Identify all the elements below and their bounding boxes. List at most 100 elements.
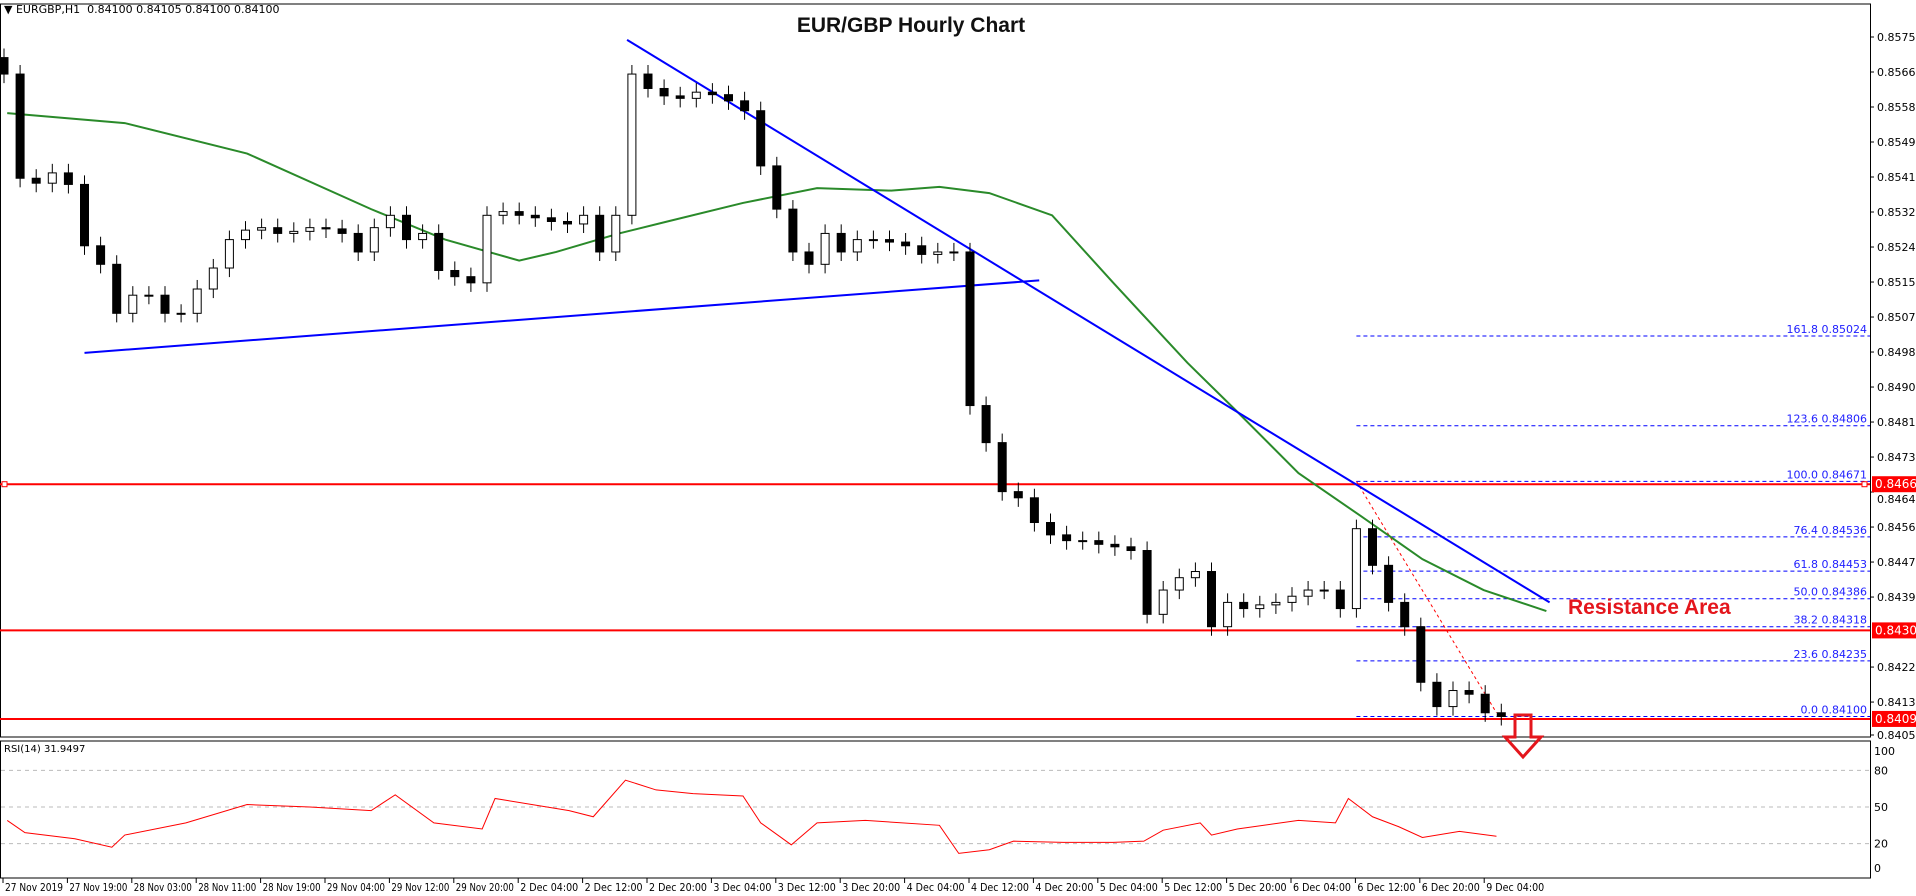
candle-body xyxy=(1190,571,1200,579)
candle-body xyxy=(1287,595,1297,603)
candle-body xyxy=(385,214,395,229)
rsi-tick-label: 0 xyxy=(1874,862,1881,875)
candle-body xyxy=(740,100,750,112)
candle-body xyxy=(1384,564,1394,603)
x-tick-label: 29 Nov 20:00 xyxy=(456,881,514,894)
candle-body xyxy=(15,73,25,179)
candle-body xyxy=(724,94,733,102)
x-tick-label: 2 Dec 04:00 xyxy=(520,881,578,894)
x-tick-label: 5 Dec 20:00 xyxy=(1229,881,1287,894)
x-tick-label: 28 Nov 19:00 xyxy=(263,881,321,894)
candle-body xyxy=(627,73,637,216)
fib-level-label: 161.8 0.85024 xyxy=(1787,323,1867,336)
candle-body xyxy=(176,312,186,315)
fib-level-label: 61.8 0.84453 xyxy=(1794,558,1867,571)
candle-body xyxy=(852,239,862,253)
x-tick-label: 6 Dec 20:00 xyxy=(1422,881,1480,894)
level-handle[interactable] xyxy=(1,481,8,488)
candle-body xyxy=(595,214,605,253)
candle-body xyxy=(241,229,250,241)
candle-body xyxy=(1303,589,1313,597)
x-tick-label: 3 Dec 04:00 xyxy=(713,881,771,894)
price-tag xyxy=(1872,622,1916,639)
candle-body xyxy=(0,57,9,75)
candle-body xyxy=(1126,546,1136,552)
moving-average-line xyxy=(7,112,1547,612)
candle-body xyxy=(144,294,154,297)
candle-body xyxy=(949,251,959,254)
candle-body xyxy=(482,214,492,284)
chart-header: ▼ EURGBP,H1 0.84100 0.84105 0.84100 0.84… xyxy=(4,3,280,16)
price-tag-label: 0.84094 xyxy=(1875,712,1916,726)
candle-body xyxy=(418,232,428,241)
resistance-area-label: Resistance Area xyxy=(1568,596,1731,619)
x-tick-label: 4 Dec 20:00 xyxy=(1035,881,1093,894)
support-trendline[interactable] xyxy=(84,279,1040,354)
candle-body xyxy=(1223,601,1233,628)
y-tick-label: 0.84475 xyxy=(1877,556,1916,569)
x-tick-label: 2 Dec 20:00 xyxy=(649,881,707,894)
level-handle[interactable] xyxy=(1861,481,1868,488)
candle-body xyxy=(1416,626,1426,683)
candle-body xyxy=(933,251,943,255)
candle-body xyxy=(1207,571,1216,628)
candle-body xyxy=(47,172,57,184)
x-tick-label: 2 Dec 12:00 xyxy=(585,881,643,894)
candle-body xyxy=(31,177,41,184)
candle-body xyxy=(917,245,927,255)
candle-body xyxy=(1046,522,1055,536)
x-tick-label: 4 Dec 12:00 xyxy=(971,881,1029,894)
candle-body xyxy=(1239,601,1249,610)
candle-body xyxy=(1158,589,1168,615)
candle-body xyxy=(369,227,379,253)
candle-body xyxy=(804,251,814,265)
price-tag-label: 0.84309 xyxy=(1875,623,1916,637)
candle-body xyxy=(1432,681,1442,708)
fib-level-label: 38.2 0.84318 xyxy=(1794,614,1867,627)
x-tick-label: 6 Dec 04:00 xyxy=(1293,881,1351,894)
candle-body xyxy=(224,239,234,269)
x-tick-label: 27 Nov 19:00 xyxy=(69,881,127,894)
candle-body xyxy=(289,230,299,234)
x-tick-label: 29 Nov 12:00 xyxy=(391,881,449,894)
candle-body xyxy=(273,227,283,234)
x-tick-label: 5 Dec 04:00 xyxy=(1100,881,1158,894)
x-tick-label: 28 Nov 11:00 xyxy=(198,881,256,894)
candle-body xyxy=(514,211,524,216)
rsi-tick-label: 50 xyxy=(1874,801,1888,814)
rsi-label: RSI(14) 31.9497 xyxy=(4,744,86,755)
candle-body xyxy=(820,232,830,265)
resistance-trendline[interactable] xyxy=(626,39,1551,604)
triangle-down-icon[interactable]: ▼ xyxy=(4,3,16,16)
price-tag xyxy=(1872,710,1916,727)
candle-body xyxy=(192,288,202,314)
candle-body xyxy=(1029,497,1039,524)
candle-body xyxy=(836,232,846,253)
candle-body xyxy=(257,227,267,231)
candle-body xyxy=(611,214,621,253)
x-tick-label: 4 Dec 04:00 xyxy=(907,881,965,894)
candle-body xyxy=(498,211,508,216)
fib-swing-line xyxy=(1355,481,1497,714)
candle-body xyxy=(208,267,218,290)
rsi-tick-label: 80 xyxy=(1874,764,1888,777)
candle-body xyxy=(1062,534,1072,542)
candle-body xyxy=(997,442,1007,493)
candle-body xyxy=(112,263,122,314)
candle-body xyxy=(1094,540,1104,545)
y-tick-label: 0.84985 xyxy=(1877,346,1916,359)
x-tick-label: 28 Nov 03:00 xyxy=(134,881,192,894)
rsi-tick-label: 100 xyxy=(1874,745,1895,758)
ohlc-values: 0.84100 0.84105 0.84100 0.84100 xyxy=(87,3,280,16)
price-tag xyxy=(1872,476,1916,493)
candle-body xyxy=(80,183,89,247)
fib-level-label: 100.0 0.84671 xyxy=(1787,468,1867,481)
candle-body xyxy=(1271,601,1281,606)
candle-body xyxy=(1464,690,1474,695)
symbol-label: EURGBP,H1 xyxy=(15,3,81,16)
x-tick-label: 5 Dec 12:00 xyxy=(1164,881,1222,894)
